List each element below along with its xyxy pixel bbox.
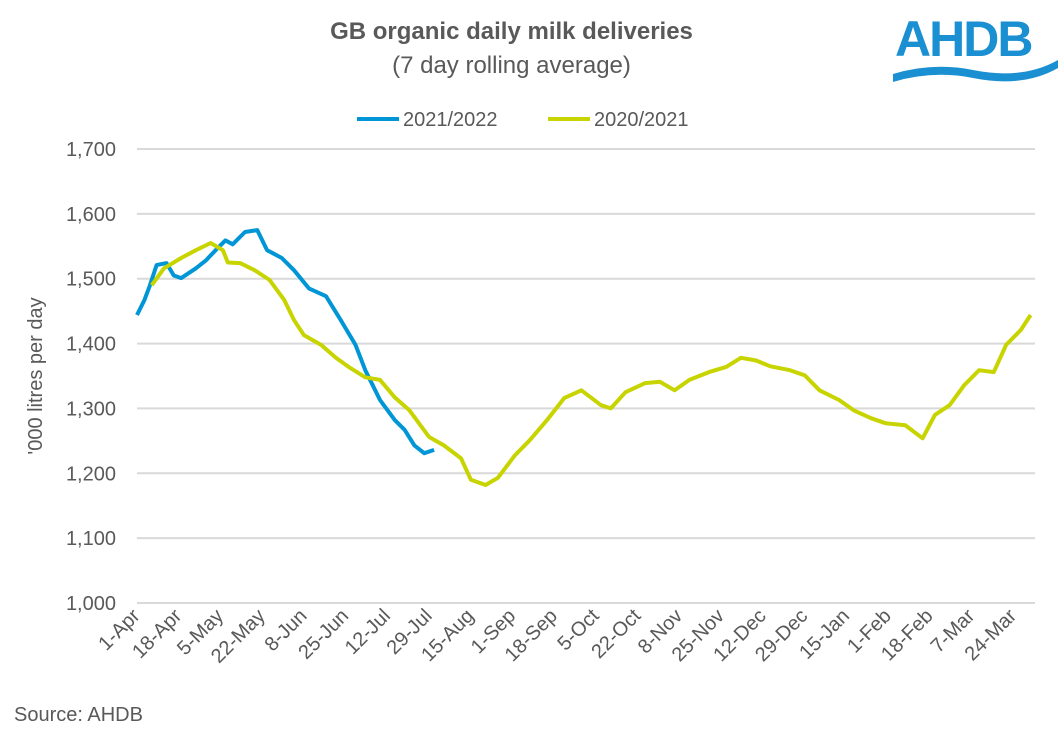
legend-label: 2021/2022: [403, 109, 498, 131]
y-tick-label: 1,400: [66, 334, 116, 356]
y-tick-label: 1,100: [66, 528, 116, 550]
source-note: Source: AHDB: [14, 704, 143, 726]
y-tick-label: 1,200: [66, 463, 116, 485]
series-line-2021-2022: [135, 228, 435, 456]
y-tick-label: 1,000: [66, 593, 116, 615]
series-line-2020-2021: [150, 241, 1033, 487]
chart-title: GB organic daily milk deliveries: [330, 18, 693, 45]
chart-subtitle: (7 day rolling average): [392, 52, 631, 79]
y-axis-label: '000 litres per day: [25, 297, 47, 454]
x-tick-label: 12-Jul: [341, 605, 395, 659]
svg-text:AHDB: AHDB: [895, 11, 1031, 67]
y-tick-label: 1,600: [66, 204, 116, 226]
ahdb-logo: AHDB: [893, 11, 1058, 82]
y-tick-label: 1,700: [66, 139, 116, 161]
y-tick-label: 1,300: [66, 398, 116, 420]
y-tick-label: 1,500: [66, 269, 116, 291]
legend-label: 2020/2021: [594, 109, 689, 131]
